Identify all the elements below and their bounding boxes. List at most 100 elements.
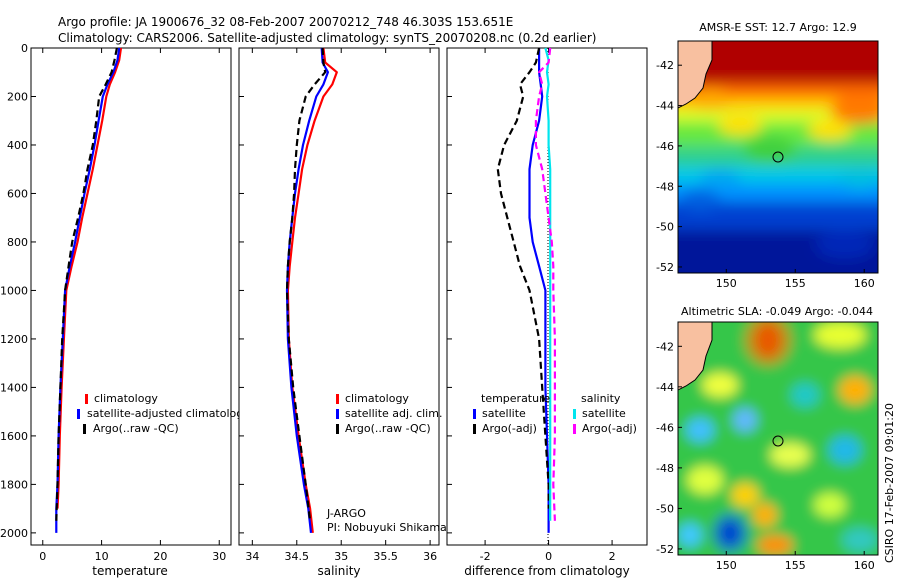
header-line-2: Climatology: CARS2006. Satellite-adjuste… [58,31,596,45]
legend-label-climatology: climatology [94,392,158,405]
sla-map-frame [677,321,879,556]
temperature-panel: 0 10 20 30 0 200 400 600 800 1000 1200 1400 1600 1800… [0,42,250,578]
legend-label-temp-argo: Argo(-adj) [482,422,537,435]
sla-map-field [678,322,878,555]
map-ytick-label: -46 [656,140,674,153]
sst-land-mass [678,41,713,109]
sla-argo-marker [772,435,784,447]
map-ytick-label: -50 [656,221,674,234]
xtick-label: 36 [423,550,437,563]
legend-label-temp-satellite: satellite [482,407,526,420]
map-xtick-label: 160 [854,559,875,572]
temperature-xlabel: temperature [92,564,167,578]
ytick-label: 1800 [0,478,28,491]
series-line-argo-raw-qc- [55,47,118,521]
sla-map-ticks: 150 155 160 -42 -44 -46 -48 -50 -52 [656,340,875,572]
series-line-argo-adj- [534,47,557,521]
map-xtick-label: 160 [854,277,875,290]
legend-swatch-satellite-adj [336,409,339,419]
xtick-label: 34.5 [285,550,310,563]
series-line-argo-raw-qc- [285,47,327,521]
xtick-label: 34 [245,550,259,563]
difference-axes-frame [446,47,648,546]
temperature-legend: climatology satellite-adjusted climatolo… [77,392,250,435]
difference-panel: -2 0 2 difference from climatology tempera… [446,47,648,578]
ytick-label: 1400 [0,381,28,394]
legend-label-satellite-adj: satellite adj. clim. [345,407,442,420]
map-ytick-label: -42 [656,59,674,72]
salinity-ticks: 34 34.5 35 35.5 36 [239,47,437,563]
sst-map-title: AMSR-E SST: 12.7 Argo: 12.9 [699,21,857,34]
legend-swatch-argo [336,424,339,434]
xtick-label: 30 [212,550,226,563]
salinity-xlabel: salinity [317,564,360,578]
legend-swatch-sal-argo [573,424,576,434]
xtick-label: 35.5 [373,550,398,563]
map-xtick-label: 155 [785,559,806,572]
legend-swatch-climatology [336,394,339,404]
ytick-label: 1000 [0,284,28,297]
ytick-label: 1600 [0,430,28,443]
sla-land-mass [678,322,713,391]
temperature-ticks: 0 10 20 30 0 200 400 600 800 1000 1200 1400 1600 1800… [0,42,226,563]
legend-label-argo: Argo(..raw -QC) [93,422,179,435]
sla-map-title: Altimetric SLA: -0.049 Argo: -0.044 [681,305,873,318]
sla-map-panel: Altimetric SLA: -0.049 Argo: -0.044 [656,305,879,572]
xtick-label: 0 [545,550,552,563]
sst-map-field [678,41,878,273]
map-ytick-label: -44 [656,100,674,113]
series-line-satellite [544,47,552,521]
difference-ticks: -2 0 2 [447,47,616,563]
difference-xlabel: difference from climatology [464,564,630,578]
ytick-label: 1200 [0,333,28,346]
map-ytick-label: -50 [656,502,674,515]
side-stamp: CSIRO 17-Feb-2007 09:01:20 [883,403,896,563]
legend-title-temperature: temperature [481,392,550,405]
legend-label-satellite-adjusted: satellite-adjusted climatology [87,407,250,420]
legend-swatch-argo [83,424,86,434]
map-xtick-label: 155 [785,277,806,290]
ytick-label: 600 [7,187,28,200]
ytick-label: 2000 [0,527,28,540]
temperature-lines [55,47,123,533]
legend-swatch-temp-satellite [473,409,476,419]
legend-label-argo: Argo(..raw -QC) [345,422,431,435]
sst-map-panel: AMSR-E SST: 12.7 Argo: 12.9 [656,21,879,290]
series-line-argo-adj- [496,47,550,509]
map-ytick-label: -52 [656,543,674,556]
legend-label-climatology: climatology [345,392,409,405]
sst-argo-marker [772,151,784,163]
legend-swatch-satellite-adjusted [77,409,80,419]
map-ytick-label: -48 [656,180,674,193]
ytick-label: 800 [7,236,28,249]
legend-swatch-climatology [85,394,88,404]
map-ytick-label: -52 [656,261,674,274]
legend-swatch-sal-satellite [573,409,576,419]
temperature-axes-frame [30,47,232,546]
salinity-lines [285,47,338,534]
sst-map-frame [677,40,879,274]
difference-legend: temperature satellite Argo(-adj) salinit… [473,392,637,435]
annotation-project: J-ARGO [326,507,366,520]
map-ytick-label: -42 [656,340,674,353]
map-xtick-label: 150 [716,559,737,572]
salinity-axes-frame [238,47,440,546]
series-line-satellite-adjusted-climatology [55,47,121,533]
legend-swatch-temp-argo [473,424,476,434]
legend-title-salinity: salinity [581,392,621,405]
map-ytick-label: -48 [656,462,674,475]
ytick-label: 400 [7,139,28,152]
legend-label-sal-argo: Argo(-adj) [582,422,637,435]
ytick-label: 200 [7,90,28,103]
map-xtick-label: 150 [716,277,737,290]
salinity-panel: 34 34.5 35 35.5 36 salinity climatology sate… [238,47,447,578]
header-line-1: Argo profile: JA 1900676_32 08-Feb-2007 … [58,15,513,29]
sst-map-ticks: 150 155 160 -42 -44 -46 -48 -50 -52 [656,59,875,290]
xtick-label: 20 [153,550,167,563]
series-line-climatology [56,47,123,509]
xtick-label: 2 [609,550,616,563]
ytick-label: 0 [21,42,28,55]
xtick-label: 0 [39,550,46,563]
annotation-pi: PI: Nobuyuki Shikama [327,521,447,534]
